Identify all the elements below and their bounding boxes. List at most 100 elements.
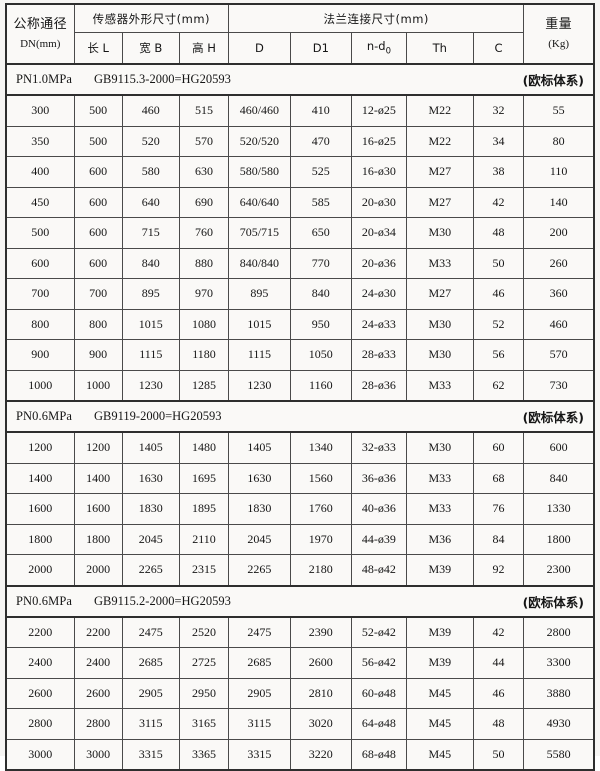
cell-dn: 400: [5, 156, 75, 188]
cell-length: 700: [73, 278, 123, 310]
table-row: 1200 1200 1405 1480 1405 1340 32-ø33 M30 60 600: [5, 431, 595, 464]
cell-width: 840: [121, 247, 180, 279]
cell-d: 460/460: [228, 94, 291, 127]
cell-d: 2905: [228, 677, 291, 709]
cell-c: 52: [472, 308, 525, 340]
cell-d1: 950: [289, 308, 353, 340]
cell-n-d0: 40-ø36: [351, 493, 407, 525]
section-standard-system: (欧标体系): [522, 594, 584, 610]
cell-dn: 3000: [5, 738, 75, 771]
cell-n-d0: 32-ø33: [351, 431, 407, 464]
cell-height: 880: [178, 247, 230, 279]
cell-th: M22: [405, 125, 474, 157]
table-row: 350 500 520 570 520/520 470 16-ø25 M22 34 80: [5, 125, 595, 157]
cell-n-d0: 52-ø42: [351, 616, 407, 648]
cell-d: 640/640: [228, 186, 291, 218]
cell-width: 895: [121, 278, 180, 310]
cell-c: 56: [472, 339, 525, 371]
cell-weight: 600: [523, 431, 595, 464]
cell-width: 2475: [121, 616, 180, 648]
cell-th: M45: [405, 708, 474, 740]
cell-th: M30: [405, 339, 474, 371]
cell-width: 2265: [121, 554, 180, 586]
cell-length: 2200: [73, 616, 123, 648]
cell-n-d0: 48-ø42: [351, 554, 407, 586]
cell-d: 705/715: [228, 217, 291, 249]
cell-weight: 2800: [523, 616, 595, 648]
cell-c: 62: [472, 369, 525, 402]
cell-th: M45: [405, 677, 474, 709]
cell-dn: 2000: [5, 554, 75, 586]
cell-weight: 140: [523, 186, 595, 218]
cell-width: 640: [121, 186, 180, 218]
cell-th: M27: [405, 186, 474, 218]
cell-d: 520/520: [228, 125, 291, 157]
cell-dn: 1000: [5, 369, 75, 402]
cell-n-d0: 64-ø48: [351, 708, 407, 740]
cell-length: 1400: [73, 462, 123, 494]
header-d1: D1: [289, 32, 353, 65]
cell-height: 630: [178, 156, 230, 188]
cell-th: M30: [405, 431, 474, 464]
cell-height: 2110: [178, 523, 230, 555]
cell-c: 50: [472, 738, 525, 771]
cell-d: 840/840: [228, 247, 291, 279]
cell-c: 38: [472, 156, 525, 188]
cell-length: 1600: [73, 493, 123, 525]
cell-length: 3000: [73, 738, 123, 771]
header-th: Th: [405, 32, 474, 65]
cell-n-d0: 20-ø34: [351, 217, 407, 249]
cell-weight: 260: [523, 247, 595, 279]
header-n-d0-main: n-d: [366, 39, 386, 54]
header-n-d0: n-d0: [351, 32, 407, 65]
cell-d: 1230: [228, 369, 291, 402]
cell-weight: 80: [523, 125, 595, 157]
cell-d: 3115: [228, 708, 291, 740]
cell-length: 2000: [73, 554, 123, 586]
table-row: 300 500 460 515 460/460 410 12-ø25 M22 32 55: [5, 94, 595, 127]
table-row: 900 900 1115 1180 1115 1050 28-ø33 M30 56 570: [5, 339, 595, 371]
cell-d: 1115: [228, 339, 291, 371]
cell-th: M33: [405, 369, 474, 402]
cell-d: 2265: [228, 554, 291, 586]
header-dn-line1: 公称通径: [13, 17, 68, 33]
cell-height: 1285: [178, 369, 230, 402]
cell-length: 500: [73, 94, 123, 127]
cell-d1: 650: [289, 217, 353, 249]
table-row: 500 600 715 760 705/715 650 20-ø34 M30 48 200: [5, 217, 595, 249]
cell-d: 2685: [228, 647, 291, 679]
cell-d1: 2390: [289, 616, 353, 648]
cell-length: 500: [73, 125, 123, 157]
cell-height: 3365: [178, 738, 230, 771]
table-row: 450 600 640 690 640/640 585 20-ø30 M27 42 140: [5, 186, 595, 218]
cell-width: 1630: [121, 462, 180, 494]
cell-d1: 3220: [289, 738, 353, 771]
cell-width: 1015: [121, 308, 180, 340]
header-c: C: [472, 32, 525, 65]
cell-length: 1800: [73, 523, 123, 555]
cell-d1: 840: [289, 278, 353, 310]
cell-weight: 570: [523, 339, 595, 371]
cell-width: 2045: [121, 523, 180, 555]
table-row: 2400 2400 2685 2725 2685 2600 56-ø42 M39 44 3300: [5, 647, 595, 679]
cell-length: 2400: [73, 647, 123, 679]
cell-c: 44: [472, 647, 525, 679]
section-header-row: PN0.6MPa GB9115.2-2000=HG20593 (欧标体系): [5, 584, 595, 618]
cell-c: 42: [472, 186, 525, 218]
cell-width: 1115: [121, 339, 180, 371]
cell-width: 580: [121, 156, 180, 188]
table-row: 2800 2800 3115 3165 3115 3020 64-ø48 M45 48 4930: [5, 708, 595, 740]
table-row: 1800 1800 2045 2110 2045 1970 44-ø39 M36 84 1800: [5, 523, 595, 555]
table-row: 800 800 1015 1080 1015 950 24-ø33 M30 52 460: [5, 308, 595, 340]
cell-length: 600: [73, 247, 123, 279]
cell-dn: 1600: [5, 493, 75, 525]
cell-c: 68: [472, 462, 525, 494]
cell-length: 600: [73, 156, 123, 188]
cell-th: M39: [405, 647, 474, 679]
cell-height: 2315: [178, 554, 230, 586]
cell-width: 520: [121, 125, 180, 157]
cell-n-d0: 28-ø36: [351, 369, 407, 402]
cell-width: 2685: [121, 647, 180, 679]
section-header-cell: PN0.6MPa GB9119-2000=HG20593 (欧标体系): [5, 400, 595, 433]
